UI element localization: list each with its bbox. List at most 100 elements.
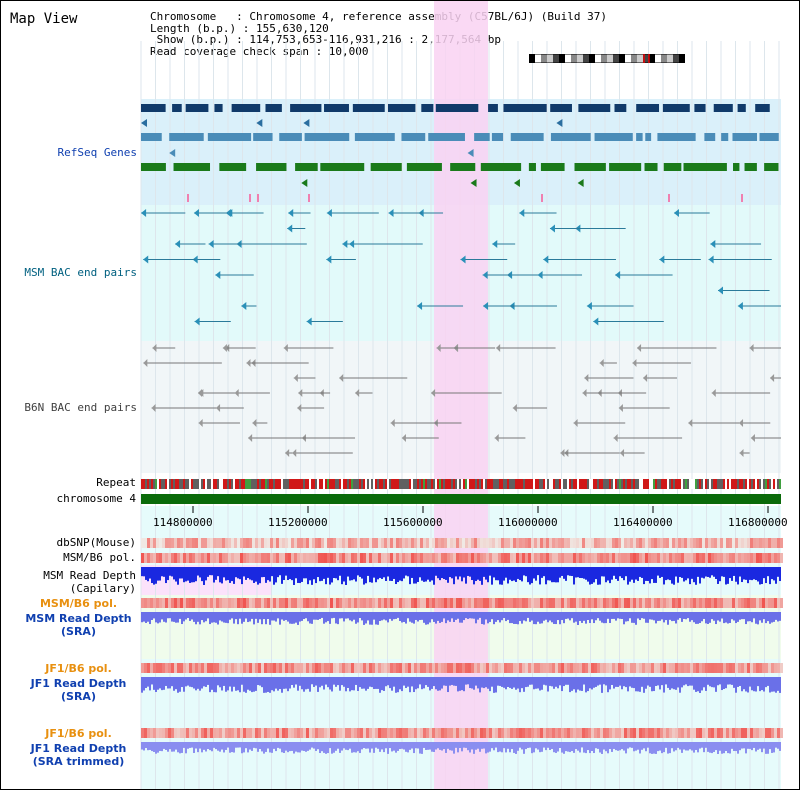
repeat-segment	[241, 479, 243, 489]
repeat-segment	[629, 479, 631, 489]
polymorphism-cell	[153, 538, 156, 548]
read-depth-bar	[757, 742, 759, 750]
read-depth-bar	[711, 677, 713, 688]
read-depth-bar	[681, 612, 683, 622]
polymorphism-cell	[738, 663, 741, 673]
polymorphism-cell	[702, 553, 705, 563]
polymorphism-cell	[753, 663, 756, 673]
bac-end-marker	[599, 359, 604, 367]
read-depth-bar	[379, 567, 381, 578]
read-depth-bar	[537, 677, 539, 689]
repeat-segment	[595, 479, 597, 489]
read-depth-bar	[453, 742, 455, 754]
polymorphism-cell	[561, 663, 564, 673]
polymorphism-cell	[369, 598, 372, 608]
read-depth-bar	[239, 612, 241, 619]
polymorphism-cell	[417, 663, 420, 673]
read-depth-bar	[409, 612, 411, 622]
read-depth-bar	[419, 567, 421, 578]
repeat-segment	[155, 479, 157, 489]
polymorphism-cell	[192, 553, 195, 563]
read-depth-bar	[321, 612, 323, 618]
repeat-segment	[523, 479, 525, 489]
read-depth-bar	[621, 567, 623, 579]
polymorphism-cell	[456, 598, 459, 608]
polymorphism-cell	[324, 728, 327, 738]
polymorphism-cell	[396, 728, 399, 738]
read-depth-bar	[331, 567, 333, 583]
polymorphism-cell	[759, 728, 762, 738]
read-depth-bar	[325, 567, 327, 585]
read-depth-bar	[533, 742, 535, 753]
polymorphism-cell	[609, 553, 612, 563]
polymorphism-cell	[543, 663, 546, 673]
polymorphism-cell	[462, 728, 465, 738]
polymorphism-cell	[594, 538, 597, 548]
highlight-region[interactable]	[434, 1, 488, 789]
polymorphism-cell	[429, 538, 432, 548]
polymorphism-cell	[543, 598, 546, 608]
read-depth-bar	[441, 742, 443, 751]
read-depth-bar	[667, 567, 669, 580]
polymorphism-cell	[420, 663, 423, 673]
polymorphism-cell	[516, 663, 519, 673]
polymorphism-cell	[141, 598, 144, 608]
polymorphism-cell	[501, 598, 504, 608]
read-depth-bar	[373, 567, 375, 578]
polymorphism-cell	[426, 538, 429, 548]
polymorphism-cell	[633, 538, 636, 548]
read-depth-bar	[309, 567, 311, 581]
read-depth-bar	[545, 742, 547, 751]
read-depth-bar	[701, 612, 703, 622]
read-depth-bar	[369, 612, 371, 625]
polymorphism-cell	[309, 728, 312, 738]
ideogram-band	[643, 54, 649, 63]
read-depth-bar	[323, 612, 325, 624]
repeat-segment	[535, 479, 537, 489]
polymorphism-cell	[768, 553, 771, 563]
polymorphism-cell	[231, 553, 234, 563]
polymorphism-cell	[297, 663, 300, 673]
read-depth-bar	[605, 567, 607, 583]
read-depth-bar	[407, 567, 409, 577]
read-depth-bar	[157, 677, 159, 690]
read-depth-bar	[385, 612, 387, 621]
read-depth-bar	[229, 742, 231, 753]
features[interactable]: 114800000 115200000 115600000 116000000 1164…	[141, 104, 788, 754]
read-depth-bar	[309, 612, 311, 624]
repeat-segment	[345, 479, 347, 489]
repeat-segment	[743, 479, 745, 489]
polymorphism-cell	[576, 663, 579, 673]
polymorphism-cell	[348, 538, 351, 548]
polymorphism-cell	[495, 553, 498, 563]
read-depth-bar	[629, 567, 631, 582]
bac-end-marker	[208, 240, 214, 248]
chromosome-ideogram[interactable]	[529, 54, 685, 63]
read-depth-bar	[517, 612, 519, 625]
read-depth-bar	[345, 742, 347, 750]
read-depth-bar	[493, 742, 495, 751]
polymorphism-cell	[189, 598, 192, 608]
polymorphism-cell	[252, 728, 255, 738]
read-depth-bar	[553, 612, 555, 624]
repeat-segment	[337, 479, 339, 489]
bac-end-marker	[643, 374, 648, 382]
polymorphism-cell	[606, 663, 609, 673]
gene-block	[737, 104, 746, 112]
polymorphism-cell	[621, 728, 624, 738]
polymorphism-cell	[351, 663, 354, 673]
read-depth-bar	[377, 567, 379, 580]
polymorphism-cell	[720, 553, 723, 563]
read-depth-bar	[273, 742, 275, 749]
read-depth-bar	[649, 677, 651, 687]
polymorphism-cell	[738, 538, 741, 548]
read-depth-bar	[485, 612, 487, 620]
polymorphism-cell	[678, 598, 681, 608]
read-depth-bar	[525, 567, 527, 577]
polymorphism-cell	[492, 538, 495, 548]
polymorphism-cell	[246, 663, 249, 673]
read-depth-bar	[375, 567, 377, 583]
polymorphism-cell	[705, 728, 708, 738]
polymorphism-cell	[300, 538, 303, 548]
